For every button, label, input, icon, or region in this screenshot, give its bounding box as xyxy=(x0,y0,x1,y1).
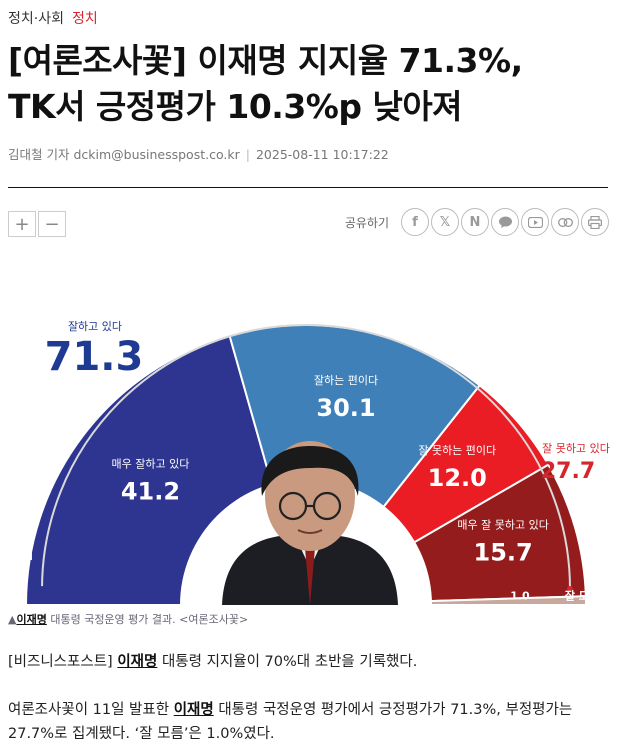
slice-value-1: 30.1 xyxy=(316,394,375,422)
print-icon[interactable] xyxy=(581,208,609,236)
caption-marker: ▲ xyxy=(8,613,17,626)
slice-value-0: 41.2 xyxy=(121,477,180,505)
slice-label-4: 잘 모름 xyxy=(565,589,599,602)
p2-prefix: 여론조사꽃이 11일 발표한 xyxy=(8,702,174,718)
slice-label-1: 잘하는 편이다 xyxy=(314,373,378,387)
slice-label-3: 매우 잘 못하고 있다 xyxy=(457,518,548,532)
caption-keyword-link[interactable]: 이재명 xyxy=(16,613,47,626)
slice-value-2: 12.0 xyxy=(428,464,487,492)
x-icon[interactable]: 𝕏 xyxy=(431,208,459,236)
font-size-controls: + − xyxy=(8,211,66,237)
share-bar: 공유하기 f 𝕏 N xyxy=(345,208,609,236)
negative-total-value: 27.7 xyxy=(541,459,595,484)
youtube-icon[interactable] xyxy=(521,208,549,236)
publish-date: 2025-08-11 10:17:22 xyxy=(255,147,389,162)
title-line-1: [여론조사꽃] 이재명 지지율 71.3%, xyxy=(8,41,523,80)
p2-keyword-link[interactable]: 이재명 xyxy=(173,702,214,718)
byline-separator: | xyxy=(245,147,250,162)
p1-prefix: [비즈니스포스트] xyxy=(8,654,118,670)
negative-total-label: 잘 못하고 있다 xyxy=(542,441,610,455)
outer-ring-arc xyxy=(41,324,571,590)
approval-chart: 매우 잘하고 있다 41.2 잘하는 편이다 30.1 잘 못하는 편이다 12.0 매우 … xyxy=(8,319,610,605)
link-icon[interactable] xyxy=(551,208,579,236)
positive-total-label: 잘하고 있다 xyxy=(68,319,122,333)
font-increase-button[interactable]: + xyxy=(8,211,36,237)
ring-end-dot-left xyxy=(39,586,45,592)
breadcrumb-category[interactable]: 정치 xyxy=(71,11,98,27)
chart-caption: ▲이재명 대통령 국정운영 평가 결과. <여론조사꽃> xyxy=(8,611,248,627)
breadcrumb-section[interactable]: 정치·사회 xyxy=(8,11,64,27)
p1-text: 대통령 지지율이 70%대 초반을 기록했다. xyxy=(157,654,418,670)
author: 김대철 기자 dckim@businesspost.co.kr xyxy=(8,147,240,162)
slice-label-2: 잘 못하는 편이다 xyxy=(418,443,496,457)
ring-end-dot-right xyxy=(567,586,573,592)
p1-keyword-link[interactable]: 이재명 xyxy=(117,654,158,670)
naver-icon[interactable]: N xyxy=(461,208,489,236)
body-paragraph-2: 여론조사꽃이 11일 발표한 이재명 대통령 국정운영 평가에서 긍정평가가 7… xyxy=(8,698,613,746)
article-title: [여론조사꽃] 이재명 지지율 71.3%, TK서 긍정평가 10.3%p 낮… xyxy=(8,38,608,130)
slice-value-4: 1.0 xyxy=(510,589,530,602)
positive-total-value: 71.3 xyxy=(45,334,144,380)
slice-value-3: 15.7 xyxy=(474,539,533,567)
title-divider xyxy=(8,187,608,188)
president-portrait-image xyxy=(222,441,398,605)
share-label: 공유하기 xyxy=(344,215,389,230)
facebook-icon[interactable]: f xyxy=(401,208,429,236)
kakao-icon[interactable] xyxy=(491,208,519,236)
slice-label-0: 매우 잘하고 있다 xyxy=(112,456,190,470)
breadcrumb: 정치·사회 정치 xyxy=(8,8,98,28)
font-decrease-button[interactable]: − xyxy=(38,211,66,237)
caption-text: 대통령 국정운영 평가 결과. <여론조사꽃> xyxy=(46,613,249,626)
byline: 김대철 기자 dckim@businesspost.co.kr | 2025-08-… xyxy=(8,144,389,163)
cati-label: CATI xyxy=(8,552,33,563)
title-line-2: TK서 긍정평가 10.3%p 낮아져 xyxy=(8,87,463,126)
body-paragraph-1: [비즈니스포스트] 이재명 대통령 지지율이 70%대 초반을 기록했다. xyxy=(8,651,613,673)
p2-text: 대통령 국정운영 평가에서 긍정평가가 71.3%, 부정평가는 27.7%로 … xyxy=(8,702,573,742)
